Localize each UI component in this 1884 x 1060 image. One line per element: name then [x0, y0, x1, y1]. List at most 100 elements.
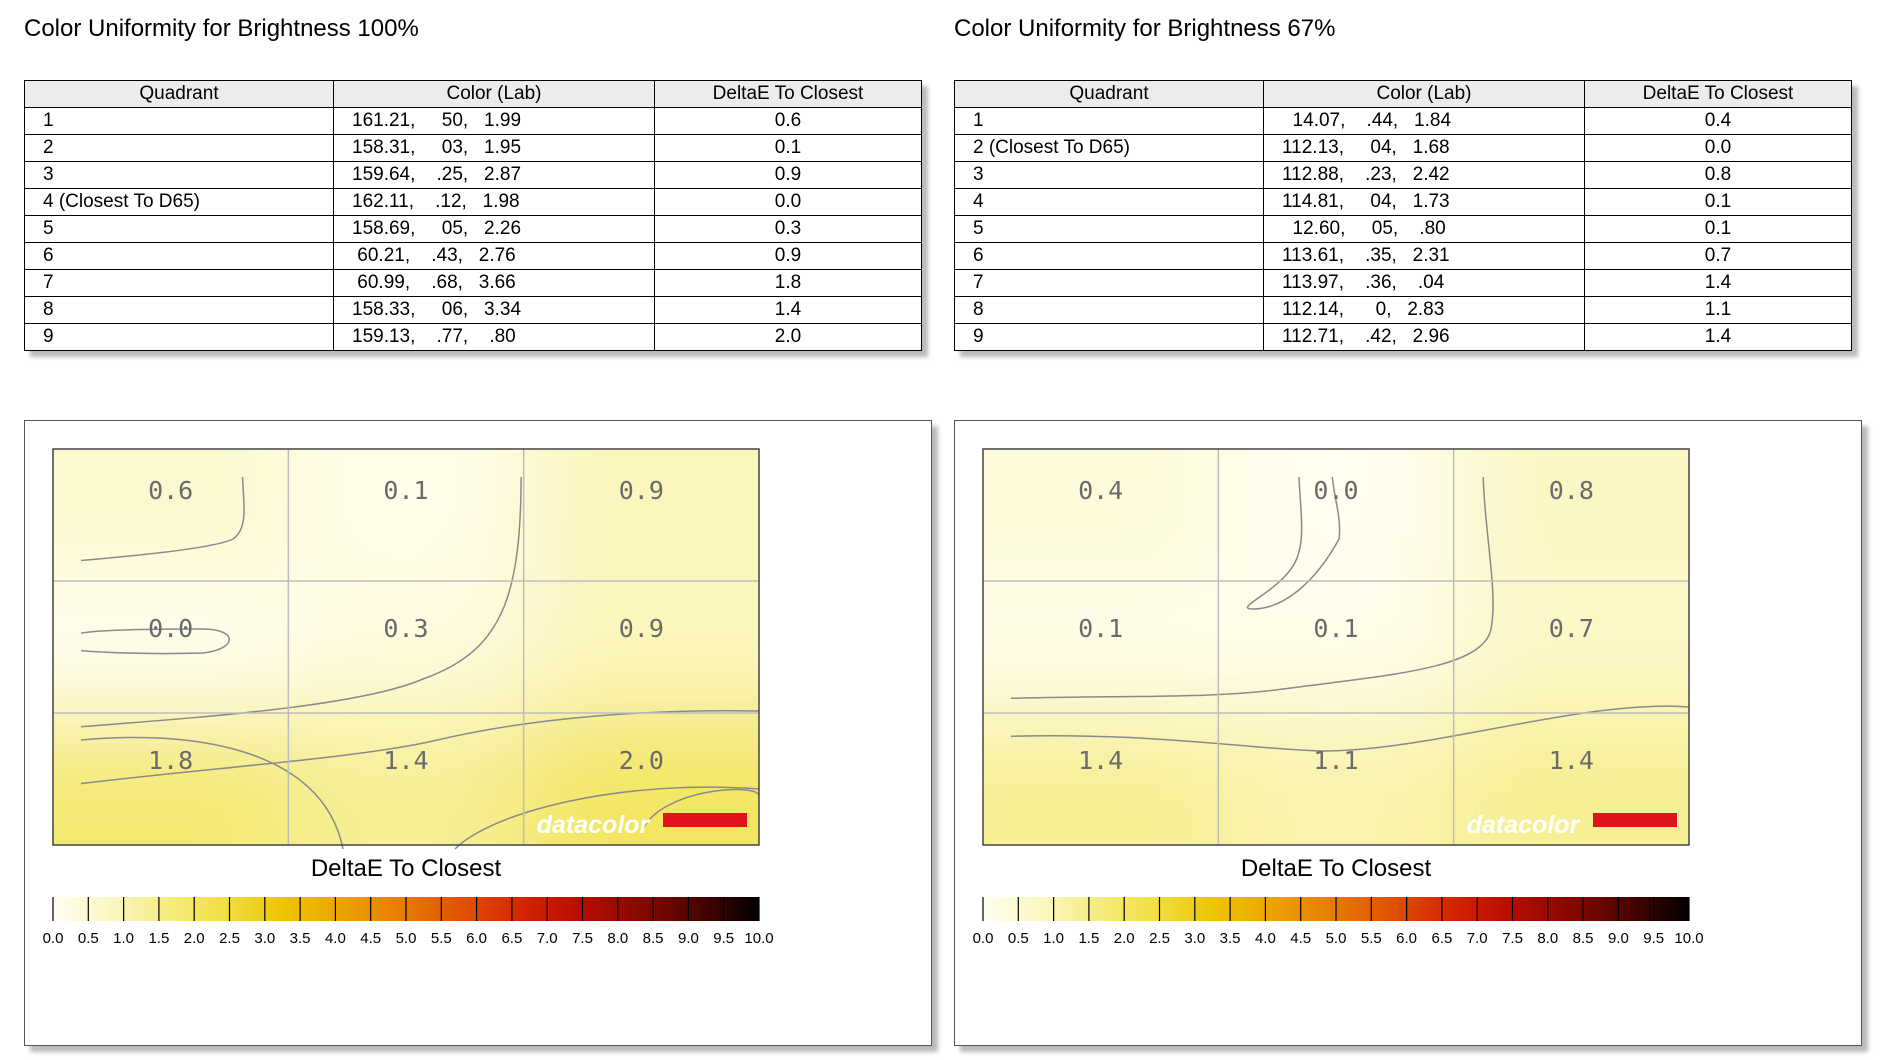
deltae-cell: 1.4 [1584, 269, 1852, 297]
cell-value-label: 0.9 [619, 614, 664, 643]
contour-line [81, 477, 245, 562]
table-row: 5 158.69, 05, 2.26 0.3 [24, 215, 922, 243]
deltae-cell: 0.1 [654, 134, 922, 162]
quadrant-cell: 4 [954, 188, 1264, 216]
colorbar-tick-label: 1.5 [148, 930, 169, 947]
heat-cell [759, 449, 931, 582]
table-row: 4 114.81, 04, 1.73 0.1 [954, 188, 1852, 216]
heatmap-svg: 0.4 0.0 0.8 0.1 0.1 0.7 1.4 1.1 1.4 datacolor Delt… [973, 421, 1861, 947]
quadrant-cell: 3 [24, 161, 334, 189]
colorbar-tick-label: 6.0 [1396, 930, 1417, 947]
cell-value-label: 0.0 [148, 614, 193, 643]
heat-cell [983, 449, 1220, 450]
table-row: 6 60.21, .43, 2.76 0.9 [24, 242, 922, 270]
heat-cells [25, 449, 931, 978]
column-header: Color (Lab) [333, 80, 655, 108]
uniformity-table: Quadrant Color (Lab) DeltaE To Closest 1 1… [954, 80, 1852, 351]
colorbar-tick-label: 6.0 [466, 930, 487, 947]
plot-frame [982, 448, 1690, 846]
color-lab-cell: 159.64, .25, 2.87 [333, 161, 655, 189]
quadrant-cell: 9 [24, 323, 334, 351]
color-lab-cell: 158.31, 03, 1.95 [333, 134, 655, 162]
quadrant-cell: 4 (Closest To D65) [24, 188, 334, 216]
color-lab-cell: 113.61, .35, 2.31 [1263, 242, 1585, 270]
contour-line [81, 628, 230, 655]
colorbar-tick-label: 5.5 [1361, 930, 1382, 947]
contour-line [81, 477, 522, 728]
colorbar-tick-label: 4.5 [360, 930, 381, 947]
color-lab-cell: 60.21, .43, 2.76 [333, 242, 655, 270]
table-row: 1 161.21, 50, 1.99 0.6 [24, 107, 922, 135]
heat-cell [523, 449, 759, 450]
contour-line [454, 786, 760, 850]
deltae-cell: 0.9 [654, 161, 922, 189]
heat-cell [1218, 449, 1455, 450]
heat-cell [523, 449, 759, 582]
column-header: DeltaE To Closest [1584, 80, 1852, 108]
deltae-cell: 0.9 [654, 242, 922, 270]
column-header: DeltaE To Closest [654, 80, 922, 108]
heatmap-svg: 0.6 0.1 0.9 0.0 0.3 0.9 1.8 1.4 2.0 datacolor Delt… [25, 448, 931, 978]
heat-cell [53, 581, 54, 714]
heat-cell [1453, 449, 1689, 450]
colorbar-tick-label: 4.0 [1255, 930, 1276, 947]
deltae-cell: 0.0 [654, 188, 922, 216]
uniformity-heatmap: 0.4 0.0 0.8 0.1 0.1 0.7 1.4 1.1 1.4 datacolor Delt… [954, 420, 1862, 1046]
cell-value-label: 0.4 [1078, 476, 1123, 505]
contour-line [1246, 477, 1341, 610]
cell-value-label: 1.4 [1549, 746, 1594, 775]
color-lab-cell: 60.99, .68, 3.66 [333, 269, 655, 297]
heat-cell [25, 845, 54, 978]
colorbar-tick-label: 2.5 [219, 930, 240, 947]
heat-cell [1689, 421, 1861, 450]
table-body: 1 14.07, .44, 1.84 0.4 2 (Closest To D65) 1… [954, 107, 1852, 351]
cell-value-label: 0.1 [1078, 614, 1123, 643]
colorbar-tick-label: 10.0 [744, 930, 773, 947]
colorbar-tick-label: 5.5 [431, 930, 452, 947]
cell-value-label: 0.7 [1549, 614, 1594, 643]
heat-cell [1218, 713, 1455, 845]
color-lab-cell: 159.13, .77, .80 [333, 323, 655, 351]
colorbar-tick-label: 0.0 [973, 930, 994, 947]
heat-cell [1689, 581, 1861, 714]
colorbar-tick-label: 4.0 [325, 930, 346, 947]
deltae-cell: 1.4 [654, 296, 922, 324]
cell-value-label: 0.9 [619, 476, 664, 505]
heat-cell [53, 449, 54, 450]
quadrant-cell: 9 [954, 323, 1264, 351]
colorbar-tick-label: 9.5 [1643, 930, 1664, 947]
heat-cell [1453, 581, 1689, 714]
quadrant-cell: 3 [954, 161, 1264, 189]
table-header-row: Quadrant Color (Lab) DeltaE To Closest [954, 80, 1852, 108]
colorbar-tick-label: 7.0 [537, 930, 558, 947]
cell-value-label: 0.0 [1313, 476, 1358, 505]
table-row: 6 113.61, .35, 2.31 0.7 [954, 242, 1852, 270]
cell-value-label: 1.4 [383, 746, 428, 775]
colorbar-tick-label: 8.5 [643, 930, 664, 947]
colorbar-tick-label: 6.5 [1431, 930, 1452, 947]
cell-value-label: 1.1 [1313, 746, 1358, 775]
heat-cell [53, 449, 290, 450]
uniformity-heatmap: 0.6 0.1 0.9 0.0 0.3 0.9 1.8 1.4 2.0 datacolor Delt… [24, 420, 932, 1046]
panel-title: Color Uniformity for Brightness 67% [954, 15, 1336, 42]
contour-line [81, 736, 344, 850]
colorbar-tick-label: 0.5 [78, 930, 99, 947]
color-lab-cell: 12.60, 05, .80 [1263, 215, 1585, 243]
deltae-cell: 0.7 [1584, 242, 1852, 270]
heat-cell [983, 449, 1220, 582]
deltae-cell: 0.1 [1584, 188, 1852, 216]
cell-value-label: 0.3 [383, 614, 428, 643]
colorbar-title: DeltaE To Closest [1241, 855, 1432, 882]
heat-cell [983, 581, 1220, 714]
colorbar-tick-label: 7.5 [1502, 930, 1523, 947]
heat-cell [759, 713, 931, 846]
table-row: 3 159.64, .25, 2.87 0.9 [24, 161, 922, 189]
deltae-cell: 0.6 [654, 107, 922, 135]
table-body: 1 161.21, 50, 1.99 0.6 2 158.31, 03, 1.95 0.1… [24, 107, 922, 351]
heat-cell [759, 581, 931, 714]
color-lab-cell: 113.97, .36, .04 [1263, 269, 1585, 297]
color-lab-cell: 161.21, 50, 1.99 [333, 107, 655, 135]
heat-cell [288, 581, 525, 714]
deltae-cell: 2.0 [654, 323, 922, 351]
quadrant-cell: 8 [954, 296, 1264, 324]
